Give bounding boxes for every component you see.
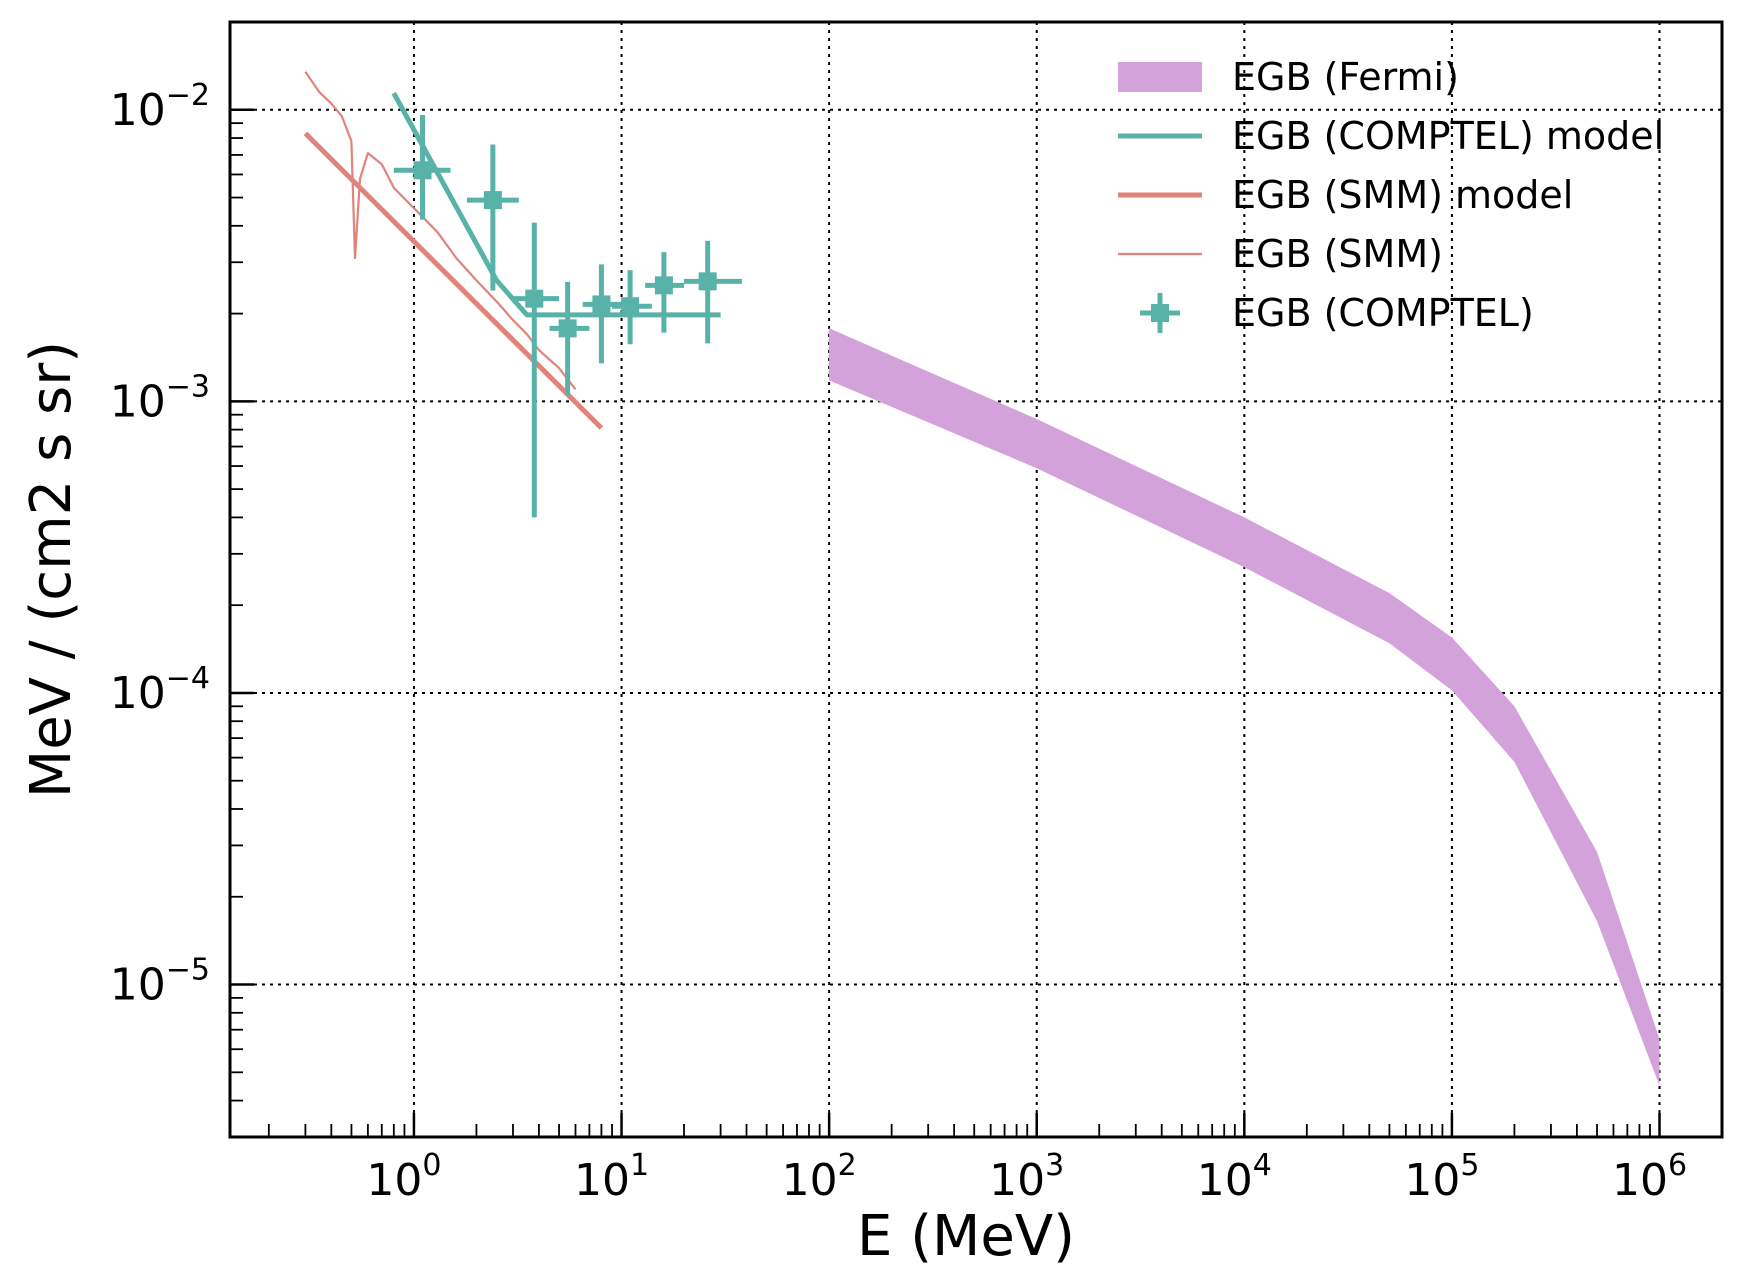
grid-lines (230, 22, 1722, 1137)
data-marker (413, 161, 432, 180)
y-tick-label: 10−2 (110, 78, 210, 136)
legend-swatch (1151, 304, 1169, 322)
y-tick-label: 10−3 (110, 369, 210, 427)
x-tick-label: 104 (1197, 1148, 1272, 1206)
smm-data-line (304, 71, 577, 390)
comptel-data-point (466, 144, 519, 291)
smm-model-line (303, 131, 604, 430)
legend-label: EGB (Fermi) (1232, 55, 1459, 99)
comptel-data-point (645, 252, 685, 333)
comptel-data-point (512, 222, 560, 518)
legend-item: EGB (COMPTEL) model (1118, 114, 1664, 158)
comptel-data-point (549, 281, 590, 396)
y-axis-label: MeV / (cm2 s sr) (19, 341, 84, 798)
data-marker (654, 276, 673, 295)
legend-item: EGB (SMM) model (1118, 173, 1573, 217)
tick-labels: 100 101 102 103 104 105 106 10−2 10−3 10−4 10−5 (110, 78, 1687, 1206)
legend-label: EGB (SMM) model (1232, 173, 1573, 217)
data-marker (558, 319, 577, 338)
plot-frame (228, 20, 1724, 1139)
legend-label: EGB (COMPTEL) model (1232, 114, 1664, 158)
x-tick-label: 102 (782, 1148, 857, 1206)
comptel-data-point (684, 240, 742, 344)
axis-ticks (230, 21, 1723, 1138)
x-tick-label: 103 (989, 1148, 1064, 1206)
legend: EGB (Fermi) EGB (COMPTEL) model EGB (SMM) … (1118, 55, 1664, 335)
legend-label: EGB (COMPTEL) (1232, 291, 1534, 335)
legend-label: EGB (SMM) (1232, 232, 1443, 276)
data-marker (525, 289, 544, 308)
y-tick-label: 10−4 (110, 661, 210, 719)
plot-data (303, 71, 1660, 1086)
data-marker (592, 295, 611, 314)
x-tick-label: 105 (1404, 1148, 1479, 1206)
legend-item: EGB (Fermi) (1118, 55, 1459, 99)
data-marker (483, 191, 502, 210)
comptel-data-point (393, 114, 451, 220)
y-tick-label: 10−5 (110, 953, 210, 1011)
x-tick-label: 101 (574, 1148, 649, 1206)
comptel-data-point (612, 270, 652, 345)
fermi-band (829, 328, 1660, 1086)
data-marker (621, 297, 640, 316)
x-axis-label: E (MeV) (857, 1204, 1075, 1269)
x-tick-label: 100 (366, 1148, 441, 1206)
legend-item: EGB (COMPTEL) (1140, 291, 1534, 335)
x-tick-label: 106 (1612, 1148, 1687, 1206)
data-marker (698, 272, 717, 291)
legend-swatch (1118, 62, 1202, 92)
legend-item: EGB (SMM) (1118, 232, 1443, 276)
